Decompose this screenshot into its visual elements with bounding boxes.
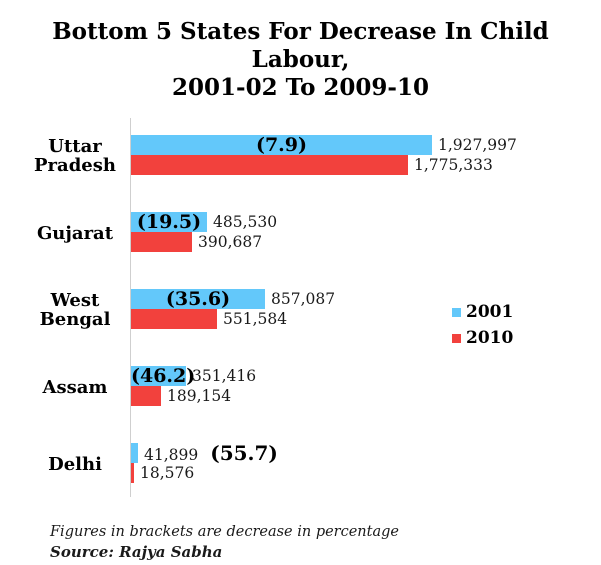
value-text-2001: 351,416: [192, 367, 257, 385]
footnote: Figures in brackets are decrease in perc…: [50, 524, 399, 540]
y-axis-line: [130, 118, 131, 497]
value-label-2001: 485,530: [213, 212, 277, 232]
category-label-line: Bengal: [39, 309, 111, 330]
chart-title-line2: 2001-02 To 2009-10: [172, 74, 429, 101]
value-label-2001: 41,899 (55.7): [144, 441, 278, 465]
value-label-2010: 189,154: [167, 387, 232, 405]
category-label: Delhi: [25, 455, 125, 474]
bar-2001: [131, 366, 186, 386]
chart-title: Bottom 5 States For Decrease In Child La…: [0, 18, 601, 102]
chart-title-line1: Bottom 5 States For Decrease In Child La…: [52, 18, 549, 73]
value-label-2001: 351,416: [192, 366, 256, 386]
value-label-2010: 18,576: [140, 464, 195, 482]
bar-2010: [131, 386, 161, 406]
category-label-line: Delhi: [48, 453, 102, 475]
category-label-line: Gujarat: [36, 222, 114, 244]
value-label-2010: 390,687: [198, 233, 263, 251]
value-text-2001: 857,087: [271, 290, 336, 308]
percent-label: (19.5): [136, 211, 202, 233]
legend: 2001 2010: [452, 304, 513, 356]
value-text-2001: 41,899: [144, 446, 199, 464]
value-label-2010: 1,775,333: [414, 156, 493, 174]
category-label: West Bengal: [25, 291, 125, 329]
value-label-2001: 1,927,997: [438, 135, 517, 155]
bar-2010: [131, 232, 192, 252]
legend-swatch-2010-icon: [452, 334, 461, 343]
value-text-2001: 1,927,997: [438, 136, 517, 154]
value-text-2001: 485,530: [213, 213, 278, 231]
legend-item-2010: 2010: [452, 330, 513, 347]
value-label-2010: 551,584: [223, 310, 288, 328]
category-label-line: West: [50, 290, 100, 311]
category-label-line: Pradesh: [34, 155, 116, 176]
bar-2001: [131, 443, 138, 463]
percent-label: (55.7): [210, 441, 278, 465]
bar-2010: [131, 309, 217, 329]
legend-label-2001: 2001: [466, 302, 514, 322]
percent-label: (7.9): [255, 134, 308, 156]
category-label: Gujarat: [25, 224, 125, 243]
category-label: Assam: [25, 378, 125, 397]
category-label: Uttar Pradesh: [25, 137, 125, 175]
legend-item-2001: 2001: [452, 304, 513, 321]
legend-swatch-2001-icon: [452, 308, 461, 317]
bar-2001: [131, 289, 265, 309]
bar-2010: [131, 155, 408, 175]
category-label-line: Assam: [42, 376, 108, 398]
bar-2001: [131, 212, 207, 232]
category-label-line: Uttar: [48, 136, 102, 157]
legend-label-2010: 2010: [466, 328, 514, 348]
value-label-2001: 857,087: [271, 289, 335, 309]
percent-label: (35.6): [165, 288, 231, 310]
bar-2010: [131, 463, 134, 483]
percent-label: (46.2): [131, 365, 196, 387]
source: Source: Rajya Sabha: [50, 543, 223, 561]
bar-2001: [131, 135, 432, 155]
